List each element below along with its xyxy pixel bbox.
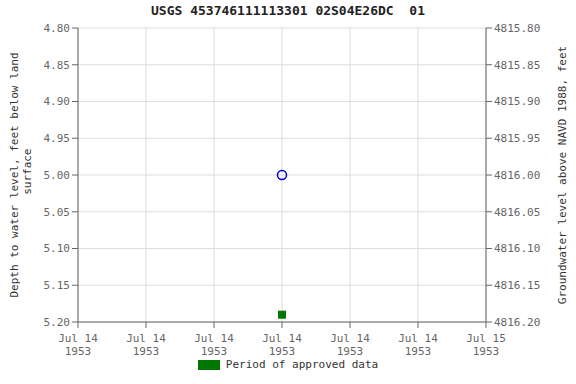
svg-text:Jul 141953: Jul 141953 (58, 332, 98, 358)
svg-text:4816.05: 4816.05 (494, 206, 540, 219)
svg-text:4816.10: 4816.10 (494, 242, 540, 255)
svg-text:Groundwater level above NAVD 1: Groundwater level above NAVD 1988, feet (556, 46, 569, 304)
svg-text:5.05: 5.05 (44, 206, 71, 219)
svg-text:4816.00: 4816.00 (494, 169, 540, 182)
svg-text:Jul 141953: Jul 141953 (262, 332, 302, 358)
svg-text:Jul 151953: Jul 151953 (466, 332, 506, 358)
html-text:USGS 453746111113301 02S04E26D: USGS 453746111113301 02S04E26DC 01 (151, 3, 425, 18)
svg-text:5.20: 5.20 (44, 316, 71, 329)
svg-text:Jul 141953: Jul 141953 (330, 332, 370, 358)
html-text:Period of approved data: Period of approved data (225, 358, 379, 371)
svg-text:5.15: 5.15 (44, 279, 71, 292)
svg-text:4.95: 4.95 (44, 132, 71, 145)
svg-text:4815.90: 4815.90 (494, 95, 540, 108)
svg-text:4.85: 4.85 (44, 59, 71, 72)
svg-text:4815.85: 4815.85 (494, 59, 540, 72)
svg-text:Jul 141953: Jul 141953 (126, 332, 166, 358)
svg-text:4.90: 4.90 (44, 95, 71, 108)
svg-text:Jul 141953: Jul 141953 (398, 332, 438, 358)
svg-text:4815.80: 4815.80 (494, 22, 540, 35)
svg-text:5.00: 5.00 (44, 169, 71, 182)
svg-text:4815.95: 4815.95 (494, 132, 540, 145)
svg-text:4816.20: 4816.20 (494, 316, 540, 329)
svg-text:Jul 141953: Jul 141953 (194, 332, 234, 358)
svg-text:4816.15: 4816.15 (494, 279, 540, 292)
svg-text:Depth to water level, feet bel: Depth to water level, feet below land su… (8, 52, 34, 297)
svg-text:5.10: 5.10 (44, 242, 71, 255)
svg-text:4.80: 4.80 (44, 22, 71, 35)
